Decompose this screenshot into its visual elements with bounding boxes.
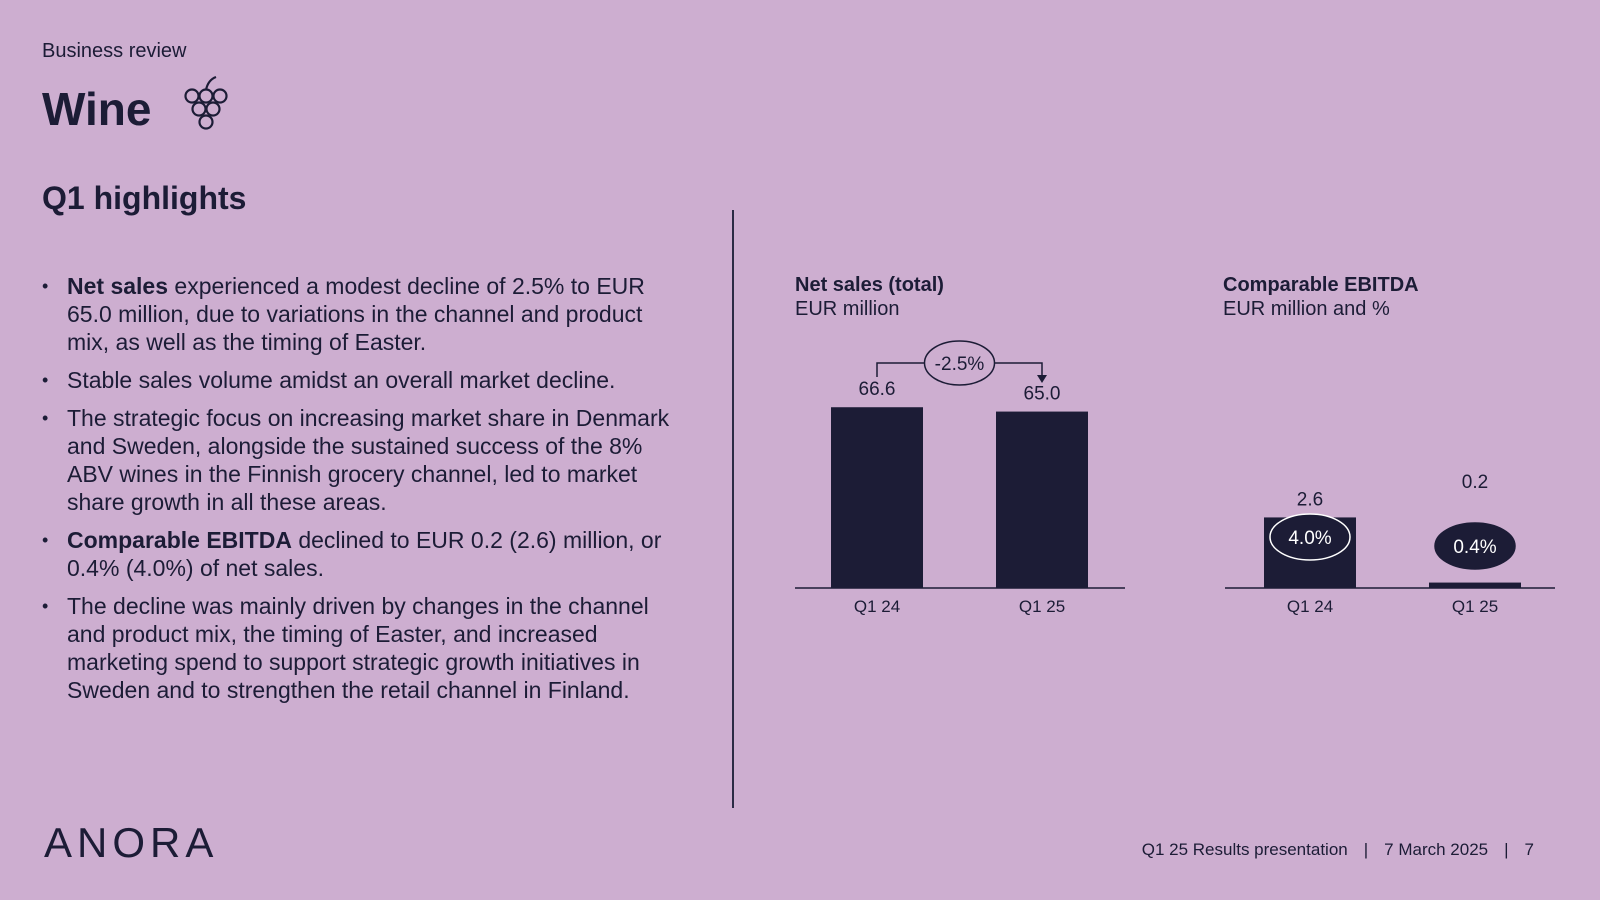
charts-area: 66.6 Q1 24 65.0 Q1 25 2.6 Q1 24 0.2 Q1 25 -2.5% 4… [795,340,1555,616]
tick-label: Q1 24 [854,597,900,616]
anora-logo: ANORA [44,819,218,862]
logo-text: ANORA [44,819,218,862]
highlights-title: Q1 highlights [42,180,247,216]
bullet-item: • Net sales experienced a modest decline … [42,272,682,356]
column-divider [732,210,734,808]
footer-separator: | [1363,840,1369,859]
ebitda-chart-subtitle: EUR million and % [1223,298,1390,320]
net-sales-chart-title: Net sales (total) [795,274,944,296]
page-title: Wine [42,83,152,135]
footer-page: 7 [1524,840,1534,859]
tick-label: Q1 25 [1019,597,1065,616]
data-label: 65.0 [1024,384,1061,405]
bullet-item: • Comparable EBITDA declined to EUR 0.2 (… [42,526,682,582]
ebitda-chart-title: Comparable EBITDA [1223,274,1419,296]
change-label: -2.5% [935,354,985,375]
footer-separator: | [1504,840,1509,859]
change-badge [923,340,996,386]
bullet-item: • Stable sales volume amidst an overall m… [42,366,682,394]
section-label: Business review [42,40,187,62]
footer-date: 7 March 2025 [1384,840,1489,859]
bullet-dot: • [42,596,49,616]
bullet-bold: Net sales [67,273,169,299]
net-sales-chart-subtitle: EUR million [795,298,900,320]
bullet-item: • The strategic focus on increasing marke… [42,404,682,516]
data-label: 66.6 [859,379,896,400]
margin-badge [1434,522,1516,570]
bullet-text: experienced a modest decline of 2.5% to … [67,273,645,355]
bullet-dot: • [42,530,49,550]
bullet-dot: • [42,276,49,296]
tick-label: Q1 24 [1287,597,1333,616]
data-label: 0.2 [1462,472,1488,493]
tick-label: Q1 25 [1452,597,1498,616]
bullet-item: • The decline was mainly driven by change… [42,592,682,704]
grape-icon [184,75,228,130]
highlights-list: • Net sales experienced a modest decline … [42,272,682,714]
footer: Q1 25 Results presentation | 7 March 2025 |… [1134,840,1542,860]
bullet-dot: • [42,408,49,428]
bullet-text: declined to EUR 0.2 (2.6) million, or 0.… [67,527,662,581]
change-arrow-head [1037,375,1047,383]
bullet-text: Stable sales volume amidst an overall ma… [67,367,616,393]
bullet-text: The strategic focus on increasing market… [67,405,670,515]
bar [996,411,1088,588]
footer-presentation: Q1 25 Results presentation [1141,840,1348,859]
bullet-bold: Comparable EBITDA [67,527,292,553]
margin-label: 0.4% [1453,537,1496,558]
data-label: 2.6 [1297,489,1323,510]
bar [1429,582,1521,588]
margin-badge [1269,513,1351,561]
margin-label: 4.0% [1288,528,1331,549]
bullet-dot: • [42,370,49,390]
bullet-text: The decline was mainly driven by changes… [67,593,649,703]
bar [831,407,923,588]
